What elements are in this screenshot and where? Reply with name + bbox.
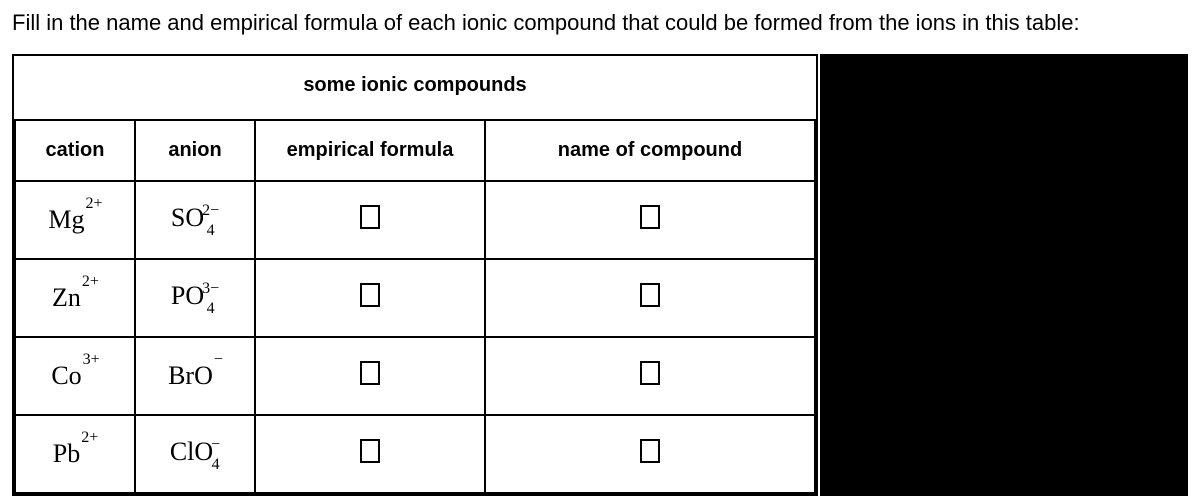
anion-charge: 3−	[202, 281, 219, 297]
anion-cell: BrO−	[135, 337, 255, 415]
anion-base: BrO	[168, 361, 213, 390]
cation-charge: 2+	[86, 195, 103, 212]
cation-ion: Co3+	[51, 361, 98, 391]
header-name: name of compound	[485, 120, 815, 181]
page-container: Fill in the name and empirical formula o…	[0, 0, 1200, 496]
table-row: Co3+ BrO−	[15, 337, 815, 415]
ionic-compounds-table-wrap: some ionic compounds cation anion empiri…	[12, 54, 818, 496]
anion-base: SO	[171, 203, 204, 232]
cation-charge: 2+	[81, 429, 98, 446]
cation-cell: Pb2+	[15, 415, 135, 493]
anion-base: PO	[171, 281, 204, 310]
cation-cell: Mg2+	[15, 181, 135, 259]
cation-base: Zn	[52, 283, 81, 312]
formula-cell	[255, 337, 485, 415]
anion-charge: −	[214, 351, 223, 368]
question-prompt: Fill in the name and empirical formula o…	[0, 0, 1200, 54]
formula-input[interactable]	[360, 283, 380, 307]
cation-cell: Zn2+	[15, 259, 135, 337]
anion-cell: PO3− 4	[135, 259, 255, 337]
table-caption: some ionic compounds	[14, 56, 816, 119]
name-cell	[485, 259, 815, 337]
anion-ion: ClO− 4	[170, 437, 220, 470]
name-input[interactable]	[640, 439, 660, 463]
formula-input[interactable]	[360, 439, 380, 463]
anion-sub: 4	[202, 223, 219, 239]
name-input[interactable]	[640, 361, 660, 385]
name-input[interactable]	[640, 205, 660, 229]
table-row: Mg2+ SO2− 4	[15, 181, 815, 259]
header-formula: empirical formula	[255, 120, 485, 181]
cation-base: Mg	[48, 205, 84, 234]
anion-ion: SO2− 4	[171, 203, 219, 236]
anion-sub: 4	[202, 301, 219, 317]
side-panel	[820, 54, 1188, 496]
anion-cell: SO2− 4	[135, 181, 255, 259]
anion-ion: PO3− 4	[171, 281, 219, 314]
anion-charge: 2−	[202, 203, 219, 219]
cation-charge: 2+	[82, 273, 99, 290]
content-row: some ionic compounds cation anion empiri…	[0, 54, 1200, 496]
anion-cell: ClO− 4	[135, 415, 255, 493]
name-cell	[485, 415, 815, 493]
table-row: Pb2+ ClO− 4	[15, 415, 815, 493]
table-row: Zn2+ PO3− 4	[15, 259, 815, 337]
header-anion: anion	[135, 120, 255, 181]
formula-cell	[255, 259, 485, 337]
table-body: Mg2+ SO2−4	[15, 181, 815, 493]
cation-base: Co	[51, 361, 81, 390]
cation-charge: 3+	[83, 351, 100, 368]
anion-charge: −	[211, 437, 220, 453]
table-header-row: cation anion empirical formula name of c…	[15, 120, 815, 181]
cation-ion: Zn2+	[52, 283, 98, 313]
formula-input[interactable]	[360, 361, 380, 385]
header-cation: cation	[15, 120, 135, 181]
anion-ion: BrO−	[168, 361, 222, 391]
anion-base: ClO	[170, 437, 213, 466]
cation-cell: Co3+	[15, 337, 135, 415]
formula-cell	[255, 181, 485, 259]
name-cell	[485, 181, 815, 259]
anion-sub: 4	[211, 457, 220, 473]
name-cell	[485, 337, 815, 415]
cation-ion: Pb2+	[53, 439, 98, 469]
formula-input[interactable]	[360, 205, 380, 229]
ionic-compounds-table: some ionic compounds cation anion empiri…	[14, 56, 816, 494]
cation-base: Pb	[53, 439, 80, 468]
cation-ion: Mg2+	[48, 205, 101, 235]
formula-cell	[255, 415, 485, 493]
name-input[interactable]	[640, 283, 660, 307]
